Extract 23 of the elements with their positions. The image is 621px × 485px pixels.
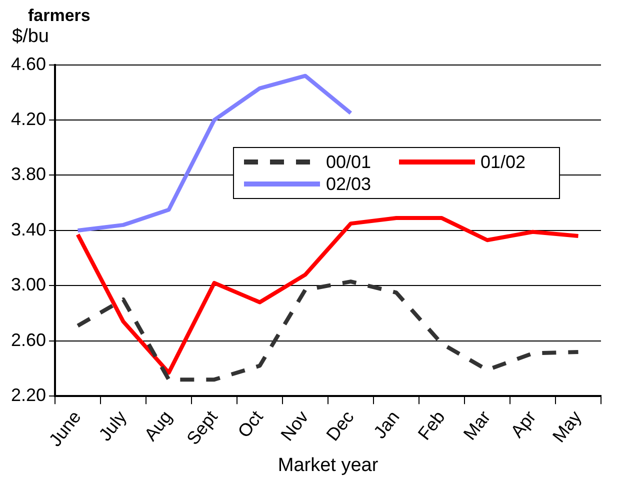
x-tick-label: Oct [234, 407, 267, 442]
x-tick-label: Feb [414, 407, 449, 444]
x-tick-label: Aug [140, 407, 176, 445]
x-axis-title: Market year [278, 454, 379, 476]
chart-title: farmers [28, 7, 90, 26]
y-tick-label: 4.60 [10, 54, 46, 74]
legend-label: 02/03 [326, 174, 372, 194]
legend-label: 01/02 [480, 152, 526, 172]
y-tick-label: 2.60 [10, 330, 46, 350]
y-tick-label: 3.80 [10, 164, 46, 184]
y-tick-label: 3.40 [10, 219, 46, 240]
x-tick-label: Apr [506, 407, 540, 442]
y-axis-title: $/bu [12, 26, 49, 48]
line-series [76, 280, 580, 382]
y-tick-label: 3.00 [10, 274, 46, 295]
x-tick-label: Mar [459, 407, 494, 444]
x-tick-label: July [94, 407, 130, 445]
y-tick-label: 4.20 [10, 108, 46, 129]
x-tick-label: Nov [276, 407, 312, 445]
y-tick-label: 2.20 [10, 385, 46, 406]
x-tick-label: Dec [322, 407, 358, 445]
legend-label: 00/01 [326, 152, 372, 172]
x-tick-label: Jan [370, 407, 404, 442]
